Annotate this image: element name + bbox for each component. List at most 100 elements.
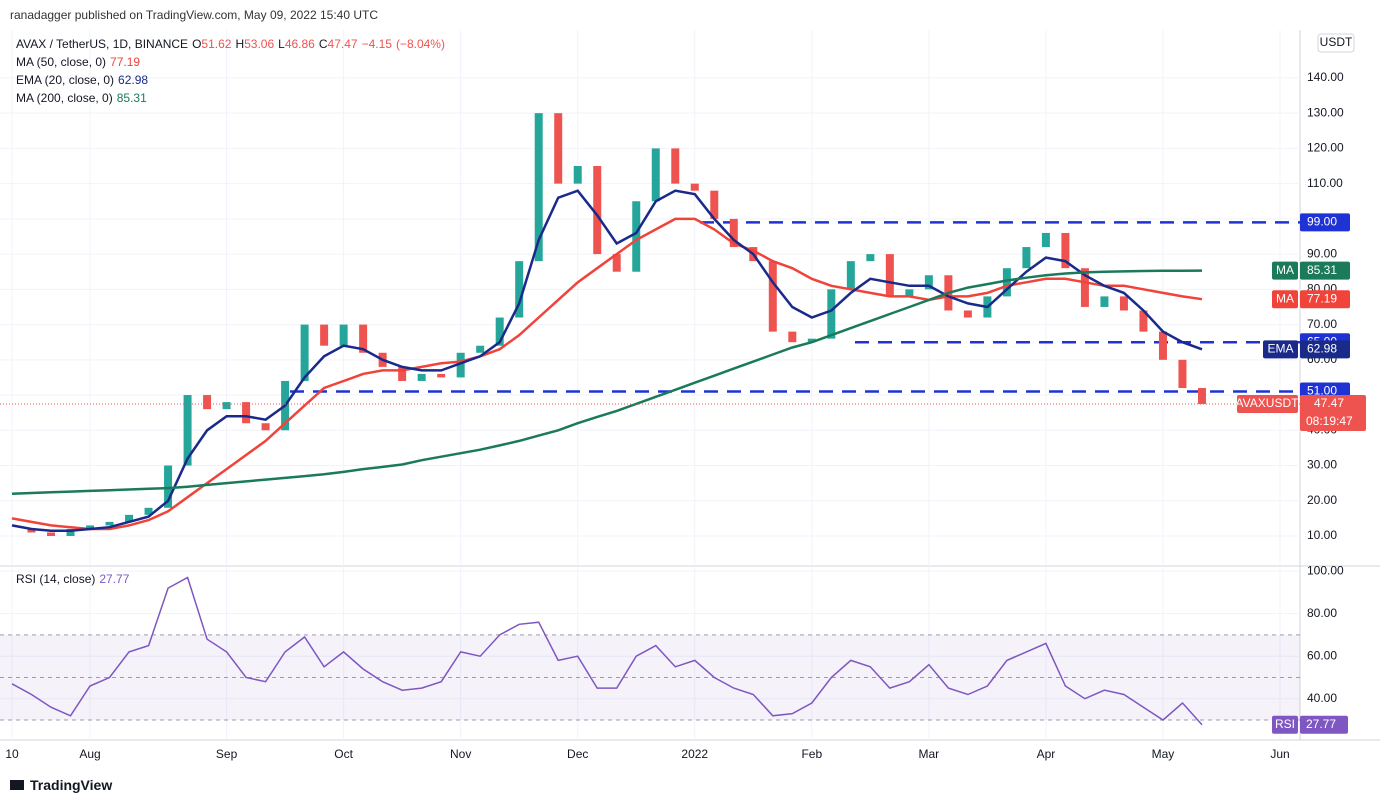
y-tick-label: 60.00 (1307, 648, 1337, 662)
candle (1197, 388, 1206, 404)
x-tick-label: Aug (79, 747, 100, 761)
series-value-box (1300, 261, 1350, 280)
candle (632, 201, 641, 272)
candle (105, 521, 114, 526)
series-value: 62.98 (1307, 341, 1337, 355)
candle (1100, 296, 1109, 307)
candle (222, 402, 231, 410)
candle (1178, 359, 1187, 389)
level-label-box (1300, 213, 1350, 232)
x-tick-label: Jun (1270, 747, 1289, 761)
currency-box (1317, 33, 1355, 53)
symbol-badge-label: AVAXUSDT (1236, 396, 1300, 410)
y-tick-label: 120.00 (1307, 141, 1344, 155)
x-tick-label: Oct (334, 747, 353, 761)
candle (1061, 232, 1070, 269)
series-value: 77.19 (1307, 291, 1337, 305)
ohlc-value: 53.06 (244, 37, 275, 51)
candle (593, 166, 602, 255)
candle (164, 465, 173, 508)
candle (710, 190, 719, 219)
change: −4.15 (361, 37, 392, 51)
level-label: 51.00 (1307, 384, 1337, 398)
candle (768, 261, 777, 332)
rsi-legend: RSI (14, close) 27.77 (16, 572, 133, 586)
y-tick-label: 10.00 (1307, 528, 1337, 542)
series-tag: MA (1276, 291, 1294, 305)
x-tick-label: 10 (5, 747, 19, 761)
ma-line (11, 269, 1203, 495)
series-value-box (1300, 340, 1350, 359)
candle (144, 507, 153, 515)
ohlc-key: L (278, 37, 285, 51)
rsi-tag-box (1272, 715, 1298, 734)
candle (242, 402, 251, 424)
ma-line (11, 217, 1203, 531)
candle (398, 366, 407, 381)
legend-value: 62.98 (118, 73, 149, 87)
candle (963, 310, 972, 318)
y-tick-label: 40.00 (1307, 691, 1337, 705)
candle (339, 324, 348, 346)
candle (300, 324, 309, 381)
candle (359, 324, 368, 353)
symbol-title: AVAX / TetherUS, 1D, BINANCE (16, 37, 189, 51)
rsi-value: 27.77 (1306, 717, 1336, 731)
candle (866, 254, 875, 262)
series-tag-box (1263, 340, 1298, 359)
rsi-line (11, 576, 1203, 726)
price-badge (1300, 394, 1366, 431)
ohlc-key: O (192, 37, 202, 51)
y-tick-label: 80.00 (1307, 606, 1337, 620)
x-tick-label: Dec (567, 747, 588, 761)
rsi-value-box (1300, 715, 1348, 734)
currency-label: USDT (1320, 35, 1353, 49)
candle (86, 525, 95, 529)
x-tick-label: Apr (1037, 747, 1056, 761)
y-tick-label: 110.00 (1307, 176, 1343, 190)
candle (573, 166, 582, 184)
legend-row: MA (50, close, 0) 77.19 (16, 53, 449, 71)
legend: AVAX / TetherUS, 1D, BINANCE O51.62 H53.06… (16, 35, 449, 107)
legend-value: 85.31 (116, 91, 147, 105)
ohlc-key: H (235, 37, 245, 51)
candle (905, 289, 914, 297)
x-tick-label: Nov (450, 747, 471, 761)
legend-row: EMA (20, close, 0) 62.98 (16, 71, 449, 89)
legend-row: MA (200, close, 0) 85.31 (16, 89, 449, 107)
candle (885, 254, 894, 297)
series-tag-box (1272, 290, 1298, 309)
x-tick-label: Feb (801, 747, 822, 761)
y-tick-label: 100.00 (1307, 563, 1344, 577)
candle (924, 275, 933, 290)
legend-name: MA (200, close, 0) (16, 91, 113, 105)
y-tick-label: 130.00 (1307, 105, 1344, 119)
candle (417, 373, 426, 381)
candle (437, 373, 446, 378)
ma-line (11, 189, 1203, 532)
candle (320, 324, 329, 346)
y-tick-label: 70.00 (1307, 317, 1337, 331)
candle (47, 532, 56, 537)
y-tick-label: 140.00 (1307, 70, 1344, 84)
candle (846, 261, 855, 290)
x-tick-label: Mar (919, 747, 940, 761)
x-tick-label: 2022 (681, 747, 708, 761)
candle (515, 261, 524, 318)
price-badge-value: 47.47 (1314, 396, 1344, 410)
ohlc-key: C (318, 37, 328, 51)
logo-mark (10, 780, 24, 790)
candle (612, 254, 621, 272)
series-tag-box (1272, 261, 1298, 280)
candle (788, 331, 797, 343)
y-tick-label: 30.00 (1307, 458, 1337, 472)
x-tick-label: May (1152, 747, 1175, 761)
rsi-tag: RSI (1275, 717, 1295, 731)
ohlc-value: 51.62 (201, 37, 232, 51)
candle (1022, 247, 1031, 269)
candle (476, 345, 485, 353)
candle (807, 338, 816, 343)
candle (495, 317, 504, 346)
candle (183, 395, 192, 466)
